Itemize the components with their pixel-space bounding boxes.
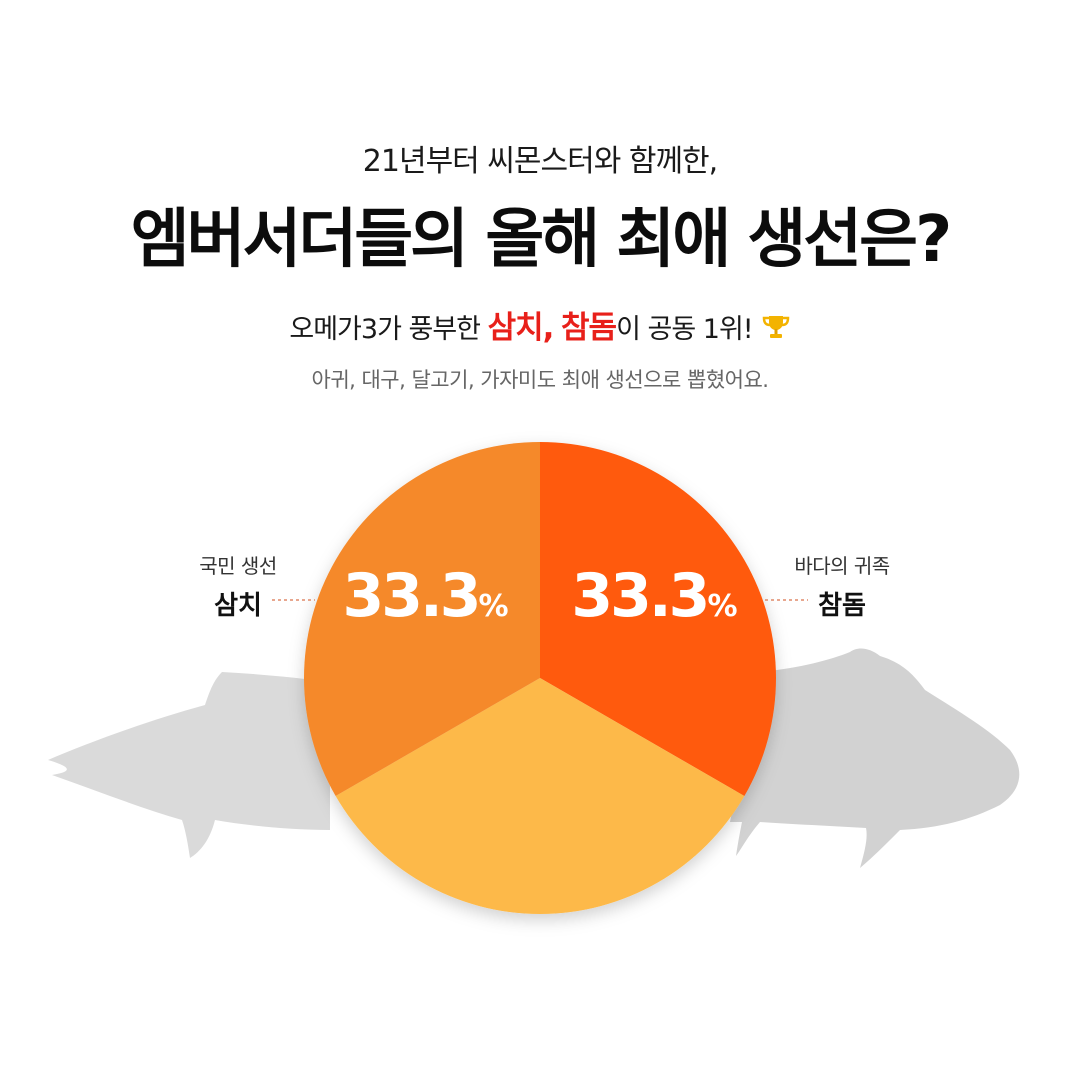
- trophy-icon: [762, 316, 789, 338]
- headline-pre: 오메가3가 풍부한: [289, 314, 488, 345]
- pie-labels: 33.3%33.3%: [342, 561, 737, 631]
- page-title: 엠버서더들의 올해 최애 생선은?: [130, 203, 952, 277]
- pie-slice-2: [335, 678, 745, 915]
- headline-highlight-2: 참돔: [561, 310, 617, 346]
- pie-slice-0: [304, 442, 540, 796]
- mackerel-silhouette: [48, 672, 330, 858]
- pie-label-unit: %: [707, 589, 737, 624]
- pie-label-1: 33.3%: [571, 561, 737, 631]
- headline-highlight-1: 삼치,: [487, 310, 555, 346]
- label-left-small: 국민 생선: [199, 554, 277, 578]
- pie-label-value: 33.3: [571, 561, 707, 631]
- label-right-big: 참돔: [818, 591, 866, 621]
- label-right-small: 바다의 귀족: [794, 554, 890, 578]
- pie-label-value: 33.3: [342, 561, 478, 631]
- headline: 오메가3가 풍부한 삼치, 참돔이 공동 1위!: [0, 302, 1080, 347]
- pie-slice-1: [540, 442, 777, 796]
- pie-slices: [304, 442, 777, 915]
- subtitle: 21년부터 씨몬스터와 함께한,: [362, 144, 718, 179]
- headline-post: 이 공동 1위!: [616, 314, 754, 345]
- label-left: 국민 생선 삼치: [176, 550, 300, 622]
- label-left-big: 삼치: [214, 591, 262, 621]
- pie-label-unit: %: [479, 589, 509, 624]
- pie-label-0: 33.3%: [342, 561, 508, 631]
- note-text: 아귀, 대구, 달고기, 가자미도 최애 생선으로 뽑혔어요.: [311, 368, 769, 392]
- sea-bream-silhouette: [730, 648, 1020, 868]
- label-right: 바다의 귀족 참돔: [780, 550, 904, 622]
